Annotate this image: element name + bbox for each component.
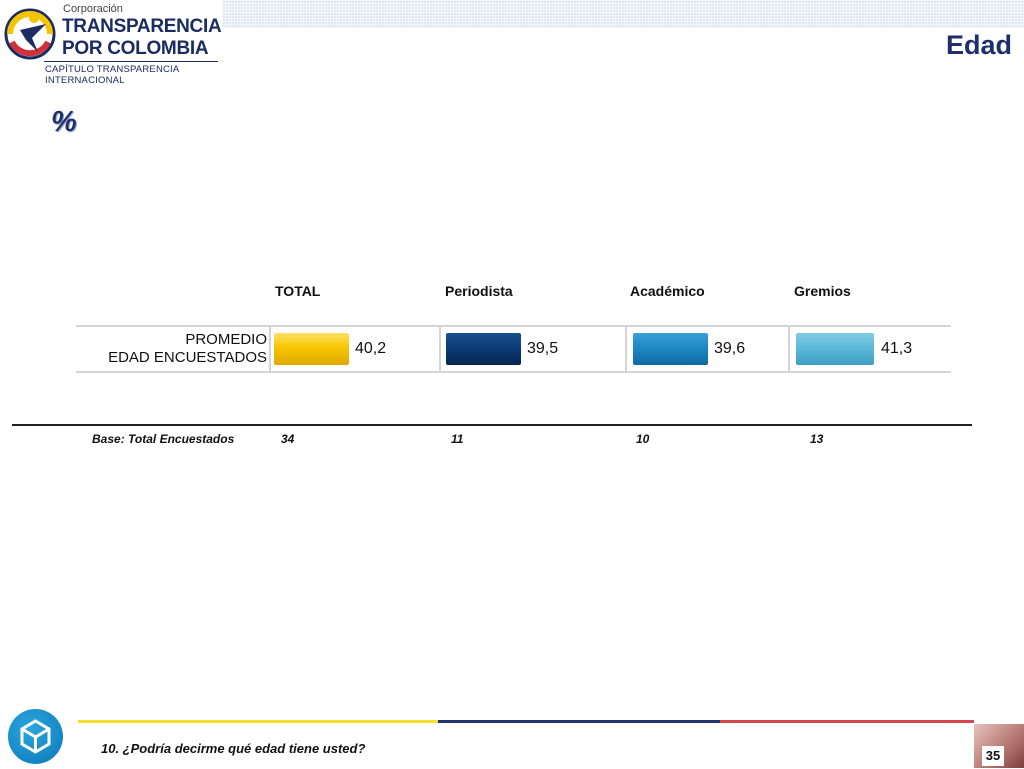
- table-divider: [439, 326, 441, 372]
- column-header-academico: Académico: [630, 283, 705, 299]
- bar-total: [274, 333, 349, 365]
- column-header-periodista: Periodista: [445, 283, 513, 299]
- table-divider: [788, 326, 790, 372]
- value-periodista: 39,5: [527, 340, 559, 357]
- table-divider: [269, 326, 271, 372]
- page-title: Edad: [945, 30, 1012, 60]
- logo-emblem-icon: [4, 8, 56, 60]
- percent-symbol: %: [51, 106, 77, 138]
- logo-caption: Corporación: [63, 3, 123, 15]
- bar-academico: [633, 333, 708, 365]
- seal-logo: [8, 709, 63, 764]
- footer-bar-blue: [438, 720, 720, 723]
- page-number: 35: [982, 746, 1004, 766]
- table-divider: [625, 326, 627, 372]
- footer-bar-red: [720, 720, 974, 723]
- base-count-academico: 10: [636, 432, 650, 446]
- footer-bar-yellow: [78, 720, 438, 723]
- table-top-rule: [76, 325, 951, 327]
- base-rule: [12, 424, 972, 426]
- column-header-gremios: Gremios: [794, 283, 851, 299]
- base-count-total: 34: [281, 432, 295, 446]
- table-bottom-rule: [76, 371, 951, 373]
- row-label-line2: EDAD ENCUESTADOS: [108, 349, 267, 366]
- value-academico: 39,6: [714, 340, 746, 357]
- logo-subtitle: CAPÍTULO TRANSPARENCIA INTERNACIONAL: [45, 64, 179, 86]
- base-label: Base: Total Encuestados: [92, 432, 235, 446]
- value-total: 40,2: [355, 340, 387, 357]
- base-count-gremios: 13: [810, 432, 824, 446]
- logo-rule: [44, 61, 218, 62]
- header-band: [222, 0, 1024, 28]
- column-header-total: TOTAL: [275, 283, 321, 299]
- base-count-periodista: 11: [451, 432, 464, 446]
- cube-icon: [20, 719, 51, 754]
- footer-question: 10. ¿Podría decirme qué edad tiene usted…: [101, 741, 366, 756]
- row-label: PROMEDIO EDAD ENCUESTADOS: [78, 331, 267, 367]
- logo-title-line2: POR COLOMBIA: [62, 38, 209, 59]
- value-gremios: 41,3: [881, 340, 913, 357]
- logo: Corporación TRANSPARENCIA POR COLOMBIA C…: [0, 0, 222, 86]
- row-label-line1: PROMEDIO: [185, 331, 267, 348]
- bar-gremios: [796, 333, 874, 365]
- logo-title-line1: TRANSPARENCIA: [62, 16, 222, 37]
- bar-periodista: [446, 333, 521, 365]
